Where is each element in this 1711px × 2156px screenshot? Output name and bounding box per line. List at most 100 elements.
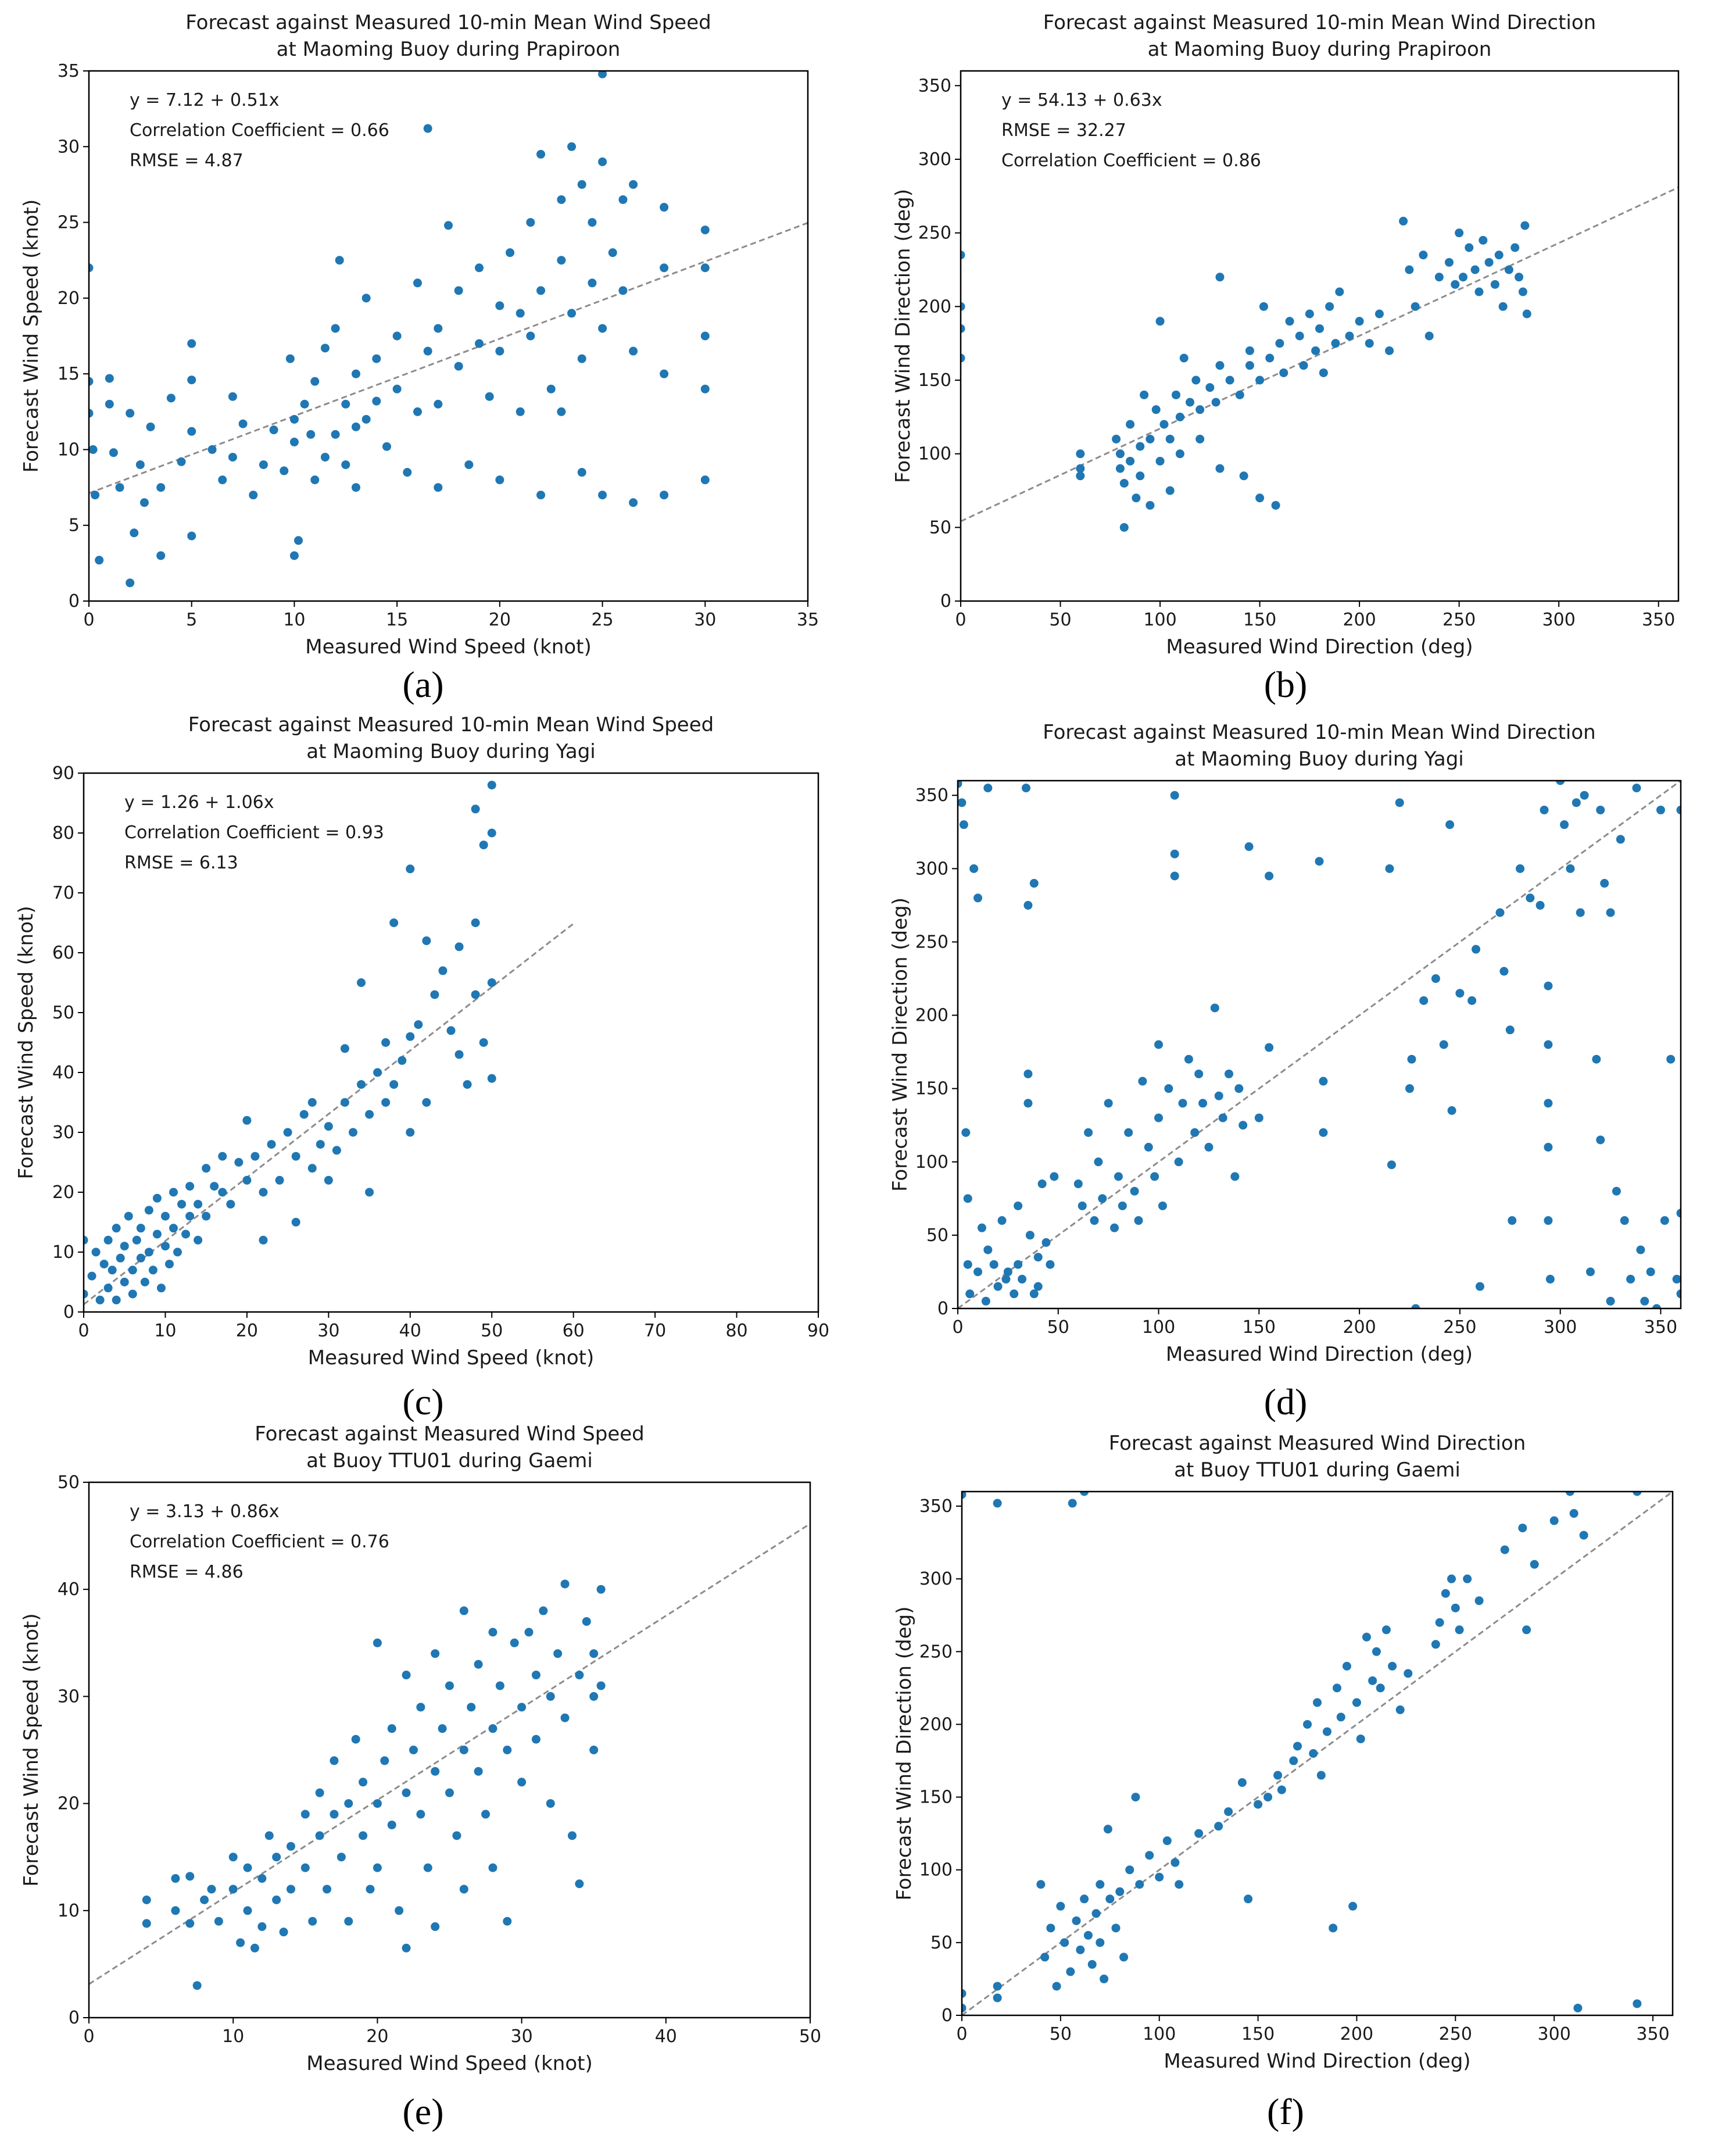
data-point [310, 475, 320, 485]
data-point [557, 407, 566, 416]
data-point [459, 1606, 468, 1615]
data-point [416, 1810, 425, 1819]
data-point [341, 460, 350, 469]
data-point [315, 1788, 324, 1797]
data-point [1235, 390, 1244, 399]
data-point [357, 1080, 366, 1089]
data-point [487, 1074, 496, 1083]
x-tick-label: 200 [1343, 1317, 1376, 1338]
data-point [495, 1681, 504, 1690]
data-point [264, 1831, 274, 1840]
panel-label-b: (b) [1263, 664, 1308, 705]
data-point [575, 1879, 584, 1889]
data-point [598, 157, 607, 166]
data-point [430, 990, 439, 999]
data-point [1170, 791, 1179, 800]
data-point [1463, 1574, 1472, 1583]
x-tick-label: 40 [399, 1321, 421, 1341]
data-point [267, 1140, 276, 1149]
data-point [546, 384, 556, 394]
panel-label-c: (c) [402, 1381, 444, 1422]
data-point [373, 1863, 382, 1872]
data-point [1171, 1858, 1180, 1867]
data-point [1218, 1113, 1227, 1122]
y-tick-label: 5 [69, 516, 80, 536]
data-point [1175, 449, 1184, 459]
data-point [242, 1115, 252, 1125]
y-axis-label: Forecast Wind Speed (knot) [20, 1613, 43, 1886]
data-point [402, 1788, 411, 1797]
data-point [105, 374, 114, 383]
data-point [1544, 1099, 1553, 1108]
data-point [1190, 1128, 1200, 1137]
data-point [1150, 1172, 1159, 1181]
data-point [1676, 805, 1681, 814]
x-axis-label: Measured Wind Direction (deg) [1166, 635, 1473, 659]
data-point [269, 426, 278, 435]
data-point [1431, 1640, 1440, 1649]
data-point [91, 491, 100, 500]
data-point [1544, 1040, 1553, 1049]
x-tick-label: 0 [952, 1317, 963, 1338]
data-point [1419, 996, 1429, 1005]
data-point [1076, 449, 1085, 459]
data-point [1072, 1916, 1081, 1925]
data-point [365, 1188, 374, 1197]
x-tick-label: 250 [1442, 610, 1476, 630]
data-point [983, 1245, 993, 1254]
data-point [185, 1872, 195, 1881]
data-point [257, 1874, 267, 1883]
data-point [618, 195, 628, 204]
y-tick-label: 10 [52, 1242, 74, 1263]
data-point [112, 1295, 121, 1304]
data-point [389, 918, 399, 927]
data-point [259, 460, 268, 469]
data-point [1119, 523, 1129, 532]
data-point [1616, 835, 1625, 844]
data-point [1100, 1974, 1109, 1983]
data-point [1439, 1040, 1448, 1049]
data-point [459, 1885, 468, 1894]
data-point [406, 1128, 415, 1137]
data-point [351, 483, 360, 492]
data-point [1319, 1128, 1328, 1137]
data-point [1633, 1492, 1642, 1496]
data-point [1309, 1749, 1318, 1758]
stats-annotation: RMSE = 32.27 [1001, 120, 1126, 141]
data-point [286, 1885, 295, 1894]
y-tick-label: 200 [915, 1006, 948, 1026]
data-point [1395, 798, 1404, 807]
data-point [1494, 251, 1504, 260]
data-point [1104, 1099, 1113, 1108]
data-point [280, 466, 289, 475]
data-point [194, 1200, 203, 1209]
data-point [423, 346, 432, 356]
data-point [567, 142, 577, 151]
chart-title: Forecast against Measured 10-min Mean Wi… [185, 11, 711, 34]
data-point [1237, 1778, 1247, 1787]
data-point [1620, 1216, 1629, 1225]
data-point [539, 1606, 548, 1615]
data-point [588, 218, 597, 227]
data-point [1138, 1077, 1147, 1086]
data-point [1105, 1894, 1115, 1904]
data-point [87, 1271, 96, 1281]
data-point [560, 1579, 570, 1589]
data-point [958, 781, 962, 788]
data-point [1263, 1793, 1273, 1802]
data-point [306, 430, 316, 439]
data-point [475, 339, 484, 348]
data-point [1285, 317, 1294, 326]
data-point [1154, 1113, 1164, 1122]
data-point [474, 1660, 483, 1669]
data-point [1158, 1201, 1167, 1210]
data-point [475, 263, 484, 273]
data-point [618, 286, 628, 295]
data-point [187, 376, 196, 385]
y-axis-label: Forecast Wind Direction (deg) [893, 1607, 916, 1901]
data-point [1295, 331, 1304, 341]
data-point [1119, 1953, 1129, 1962]
data-point [307, 1164, 317, 1173]
data-point [1052, 1982, 1061, 1991]
x-tick-label: 200 [1340, 2024, 1373, 2044]
